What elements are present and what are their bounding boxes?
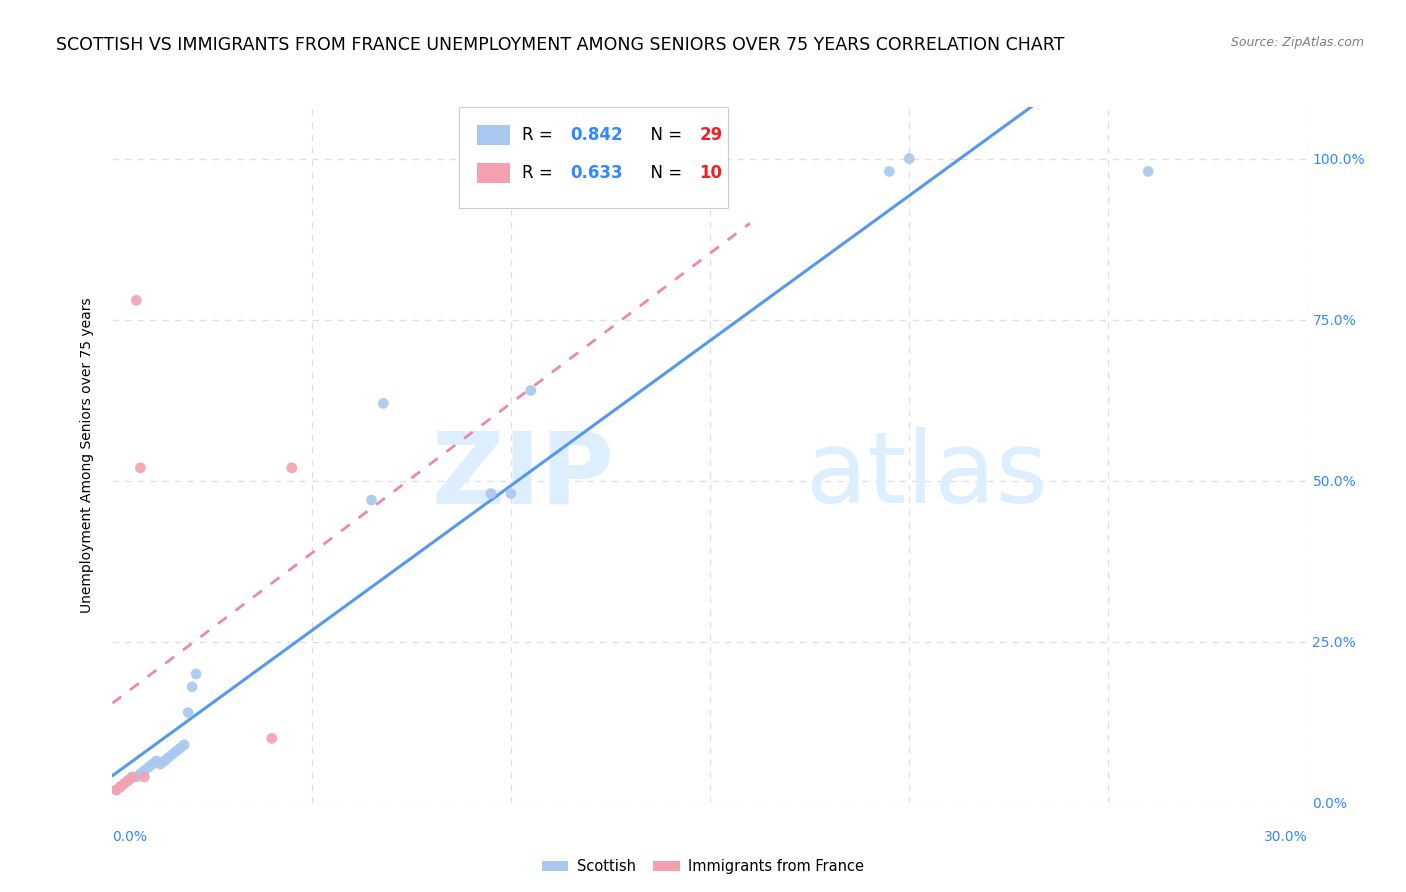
Point (165, 744, 187, 758)
Point (281, 460, 304, 475)
Text: 0.842: 0.842 (571, 126, 623, 144)
Point (117, 773, 139, 788)
Point (520, 384, 543, 398)
Text: SCOTTISH VS IMMIGRANTS FROM FRANCE UNEMPLOYMENT AMONG SENIORS OVER 75 YEARS CORR: SCOTTISH VS IMMIGRANTS FROM FRANCE UNEMP… (56, 36, 1064, 54)
Point (125, 770, 148, 784)
Point (173, 738, 195, 752)
FancyBboxPatch shape (477, 125, 510, 145)
Point (149, 757, 172, 772)
Text: atlas: atlas (806, 427, 1047, 524)
Point (125, 293, 148, 308)
Point (110, 780, 132, 794)
Text: 10: 10 (699, 164, 723, 182)
Text: 0.0%: 0.0% (112, 830, 148, 844)
Point (177, 706, 200, 720)
Point (129, 460, 152, 475)
Point (162, 747, 183, 762)
Point (360, 493, 382, 508)
Point (153, 754, 176, 768)
Point (121, 770, 143, 784)
Point (110, 780, 132, 794)
Point (114, 776, 135, 790)
Point (499, 486, 522, 500)
Legend: Scottish, Immigrants from France: Scottish, Immigrants from France (536, 854, 870, 880)
Point (145, 754, 167, 768)
Point (117, 773, 139, 788)
Text: 0.633: 0.633 (571, 164, 623, 182)
FancyBboxPatch shape (477, 163, 510, 183)
Point (898, 152, 921, 166)
Point (181, 680, 204, 694)
Point (1137, 164, 1160, 178)
Point (141, 757, 163, 772)
Text: R =: R = (523, 164, 558, 182)
Point (138, 760, 160, 774)
Point (105, 783, 128, 797)
Text: ZIP: ZIP (432, 427, 614, 524)
Point (373, 396, 395, 410)
Text: 30.0%: 30.0% (1264, 830, 1308, 844)
FancyBboxPatch shape (458, 107, 728, 208)
Point (260, 731, 283, 746)
Text: R =: R = (523, 126, 558, 144)
Point (134, 770, 156, 784)
Text: N =: N = (640, 126, 688, 144)
Text: 29: 29 (699, 126, 723, 144)
Point (479, 486, 502, 500)
Point (129, 767, 152, 781)
Text: Source: ZipAtlas.com: Source: ZipAtlas.com (1230, 36, 1364, 49)
Point (105, 783, 128, 797)
Point (169, 741, 191, 756)
Point (879, 164, 901, 178)
Point (157, 750, 180, 764)
Point (186, 667, 208, 681)
Point (121, 770, 143, 784)
Point (114, 776, 135, 790)
Text: N =: N = (640, 164, 688, 182)
Y-axis label: Unemployment Among Seniors over 75 years: Unemployment Among Seniors over 75 years (80, 297, 94, 613)
Point (134, 764, 156, 778)
